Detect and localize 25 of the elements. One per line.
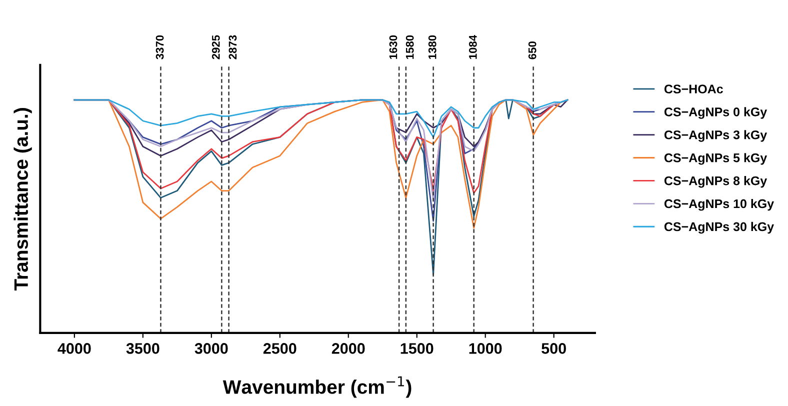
x-tick-label: 2000: [332, 343, 365, 354]
legend-label: CS−AgNPs 10 kGy: [664, 198, 774, 211]
x-tick-label: 1500: [400, 343, 434, 354]
x-axis-title: Wavenumber (cm$^{−1}$): [222, 376, 412, 398]
x-tick-label: 3500: [126, 343, 160, 354]
x-tick-label: 4000: [58, 343, 91, 354]
x-tick-label: 3000: [194, 343, 228, 354]
legend-label: CS−AgNPs 3 kGy: [664, 130, 768, 142]
y-axis-title: Transmittance (a.u.): [14, 108, 32, 291]
ref-line-label: 2925: [212, 35, 220, 60]
legend-label: CS−HOAc: [664, 84, 723, 94]
x-tick-label: 500: [542, 343, 566, 354]
ref-line-label: 3370: [156, 35, 164, 60]
legend-label: CS−AgNPs 8 kGy: [664, 176, 768, 188]
x-tick-label: 1000: [469, 343, 502, 354]
ref-line-label: 650: [528, 42, 536, 60]
ref-line-label: 1380: [428, 35, 436, 59]
ref-line-label: 1084: [468, 34, 477, 59]
legend-label: CS−AgNPs 0 kGy: [664, 107, 768, 119]
legend-label: CS−AgNPs 5 kGy: [664, 153, 768, 165]
ref-line-label: 1580: [406, 35, 414, 59]
ref-line-label: 2873: [228, 35, 237, 60]
ref-line-label: 1630: [389, 35, 398, 59]
legend-label: CS−AgNPs 30 kGy: [664, 222, 774, 234]
x-tick-label: 2500: [263, 343, 296, 354]
